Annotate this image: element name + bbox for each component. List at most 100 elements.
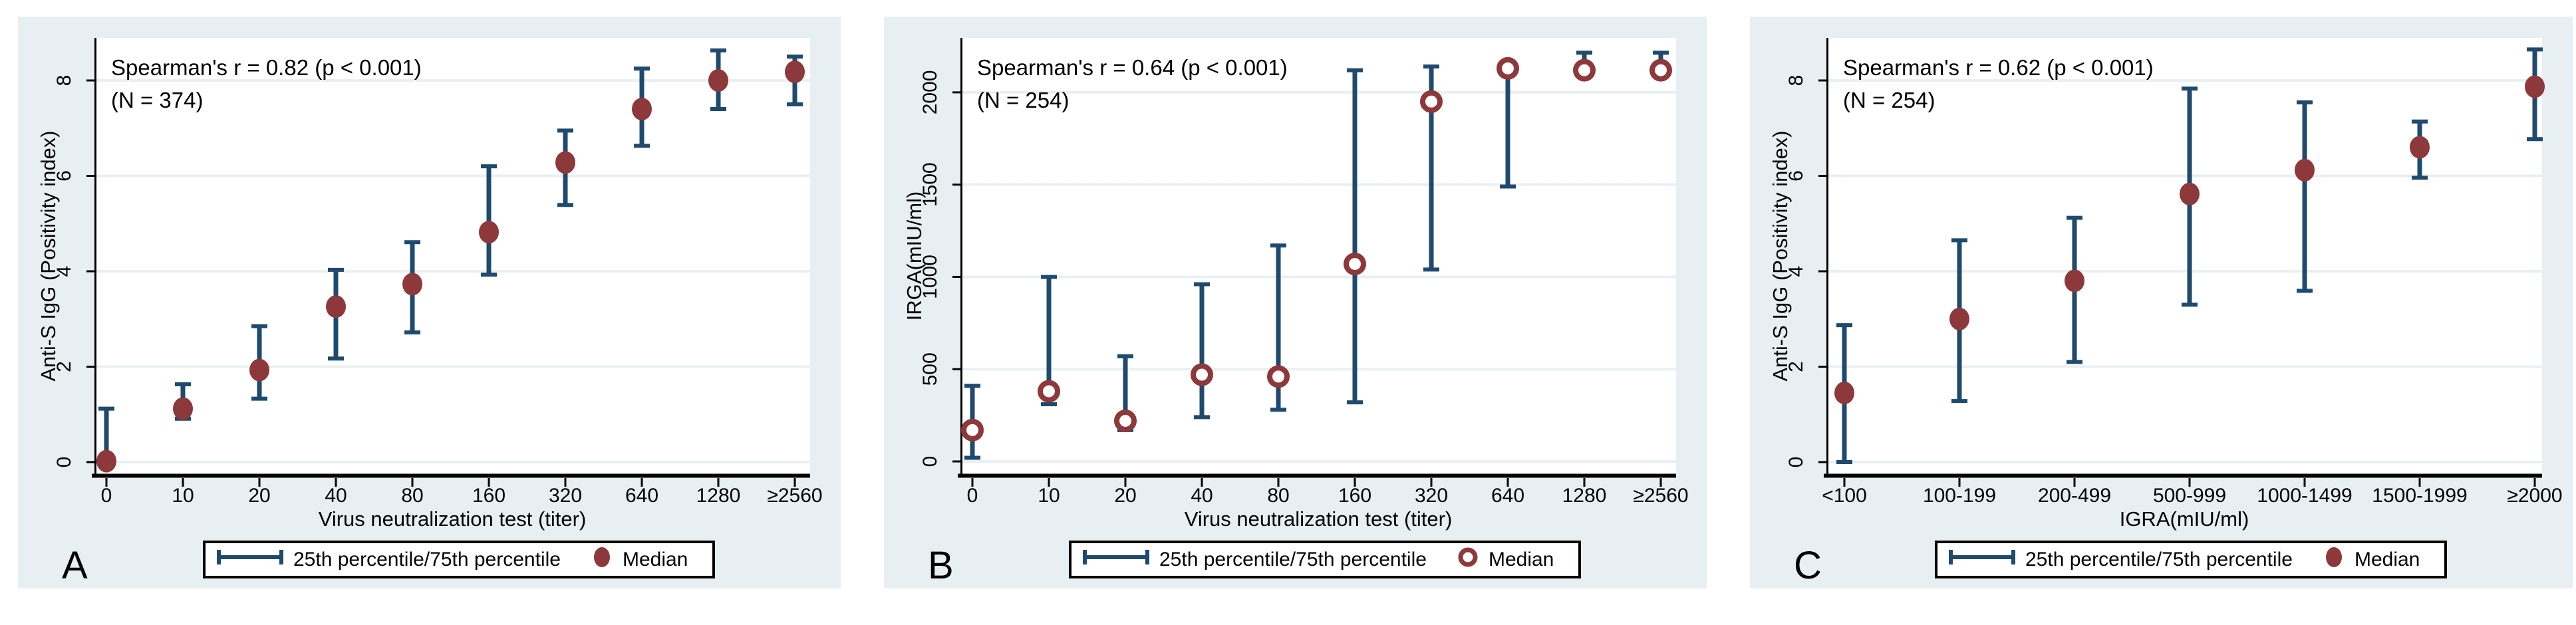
spearman-text: Spearman's r = 0.62 (p < 0.001) <box>1843 55 2154 80</box>
median-marker <box>1834 381 1854 404</box>
legend-percentile-label: 25th percentile/75th percentile <box>2025 548 2293 570</box>
x-tick-label: 20 <box>1114 485 1136 507</box>
error-bar-icon <box>1947 544 2017 576</box>
x-tick-label: 40 <box>1191 485 1213 507</box>
x-tick-label: 1280 <box>696 485 741 507</box>
median-marker <box>632 98 652 121</box>
legend-median-marker <box>1458 547 1478 566</box>
median-marker <box>479 221 499 244</box>
x-tick-label: 80 <box>401 485 423 507</box>
annotation-a: Spearman's r = 0.82 (p < 0.001) (N = 374… <box>111 51 422 116</box>
y-tick-label: 8 <box>1785 75 1807 86</box>
sample-size-text: (N = 254) <box>977 88 1070 112</box>
x-tick-label: 320 <box>1415 485 1448 507</box>
sample-size-text: (N = 254) <box>1843 88 1935 112</box>
median-marker <box>1038 380 1060 403</box>
y-axis-title: IRGA(mIU/ml) <box>903 191 926 321</box>
plot-area-b: 0 500 1000 1500 2000 0 10 20 40 80 160 320 640 1280 ≥2… <box>919 38 1689 507</box>
median-marker <box>2180 182 2200 205</box>
x-tick-label: 1280 <box>1562 485 1607 507</box>
legend-box: 25th percentile/75th percentile Median <box>1069 541 1581 578</box>
median-marker <box>1267 365 1290 388</box>
median-marker-icon <box>1455 544 1481 576</box>
filled-circle-icon <box>2325 547 2342 567</box>
x-tick-label: 320 <box>549 485 582 507</box>
median-marker <box>173 397 193 420</box>
legend-percentile-label: 25th percentile/75th percentile <box>1159 548 1427 570</box>
legend-median-label: Median <box>1488 548 1554 570</box>
median-marker <box>961 418 984 441</box>
x-tick-label: 640 <box>625 485 658 507</box>
annotation-c: Spearman's r = 0.62 (p < 0.001) (N = 254… <box>1843 51 2154 116</box>
y-tick-label: 0 <box>1785 457 1807 468</box>
filled-circle-icon <box>593 547 610 567</box>
panel-letter: A <box>62 544 88 587</box>
error-bar-icon <box>215 544 285 576</box>
legend-median-marker <box>593 547 610 567</box>
plot-area-c: 0 2 4 6 8 <100 100-199 200-499 500-999 1000-1499 1… <box>1785 38 2563 507</box>
x-axis-title: Virus neutralization test (titer) <box>318 507 587 531</box>
median-marker <box>2295 158 2315 182</box>
x-tick-label: 20 <box>248 485 270 507</box>
x-tick-label: 160 <box>472 485 505 507</box>
x-axis-title: IGRA(mIU/ml) <box>2119 507 2249 531</box>
legend-median-marker <box>2325 547 2342 567</box>
median-marker <box>708 69 728 92</box>
median-marker <box>326 295 346 318</box>
median-marker <box>785 61 805 84</box>
x-tick-label: <100 <box>1822 485 1867 507</box>
median-marker <box>249 358 269 382</box>
x-tick-label: 160 <box>1338 485 1371 507</box>
median-marker <box>402 273 422 296</box>
sample-size-text: (N = 374) <box>111 88 204 112</box>
y-tick-label: 6 <box>53 170 75 182</box>
annotation-b: Spearman's r = 0.64 (p < 0.001) (N = 254… <box>977 51 1288 116</box>
x-tick-label: 10 <box>1038 485 1060 507</box>
x-tick-label: 0 <box>101 485 112 507</box>
panel-letter: C <box>1794 544 1822 587</box>
median-marker <box>2065 269 2084 293</box>
median-marker <box>1191 363 1213 386</box>
y-tick-label: 1500 <box>919 162 941 207</box>
median-marker-icon <box>2321 544 2347 576</box>
error-bar-glyph <box>217 549 283 564</box>
x-tick-label: ≥2560 <box>1633 485 1688 507</box>
y-tick-label: 0 <box>53 457 75 468</box>
x-tick-label: 100-199 <box>1923 485 1996 507</box>
y-tick-label: 0 <box>919 456 941 467</box>
median-marker <box>2525 75 2545 98</box>
x-tick-label: 640 <box>1491 485 1524 507</box>
y-tick-label: 500 <box>919 352 941 386</box>
panel-a: 0 2 4 6 8 0 10 20 40 80 160 320 640 1280 ≥2560 Spearma… <box>18 17 841 588</box>
median-marker <box>1420 90 1443 113</box>
x-tick-label: 1500-1999 <box>2372 485 2467 507</box>
plot-background <box>960 38 1676 474</box>
panel-c: 0 2 4 6 8 <100 100-199 200-499 500-999 1000-1499 1… <box>1750 17 2573 588</box>
x-tick-label: 10 <box>172 485 194 507</box>
x-axis-title: Virus neutralization test (titer) <box>1184 507 1453 531</box>
error-bar-icon <box>1081 544 1151 576</box>
median-marker <box>2410 136 2430 159</box>
legend-median-label: Median <box>622 548 688 570</box>
open-circle-icon <box>1458 547 1478 566</box>
x-tick-label: 500-999 <box>2153 485 2226 507</box>
y-tick-label: 8 <box>53 75 75 86</box>
y-tick-label: 1000 <box>919 255 941 299</box>
x-tick-label: 40 <box>325 485 347 507</box>
y-tick-label: 6 <box>1785 170 1807 182</box>
error-bar-glyph <box>1949 549 2015 564</box>
legend-percentile-label: 25th percentile/75th percentile <box>293 548 561 570</box>
x-tick-label: 80 <box>1267 485 1289 507</box>
spearman-text: Spearman's r = 0.82 (p < 0.001) <box>111 55 422 80</box>
x-tick-label: ≥2560 <box>767 485 822 507</box>
y-tick-label: 2 <box>1785 361 1807 372</box>
y-axis-title: Anti-S IgG (Positivity index) <box>37 130 60 382</box>
panel-b: 0 500 1000 1500 2000 0 10 20 40 80 160 320 640 1280 ≥2… <box>884 17 1707 588</box>
panel-letter: B <box>928 544 954 587</box>
median-marker <box>1497 57 1519 80</box>
spearman-text: Spearman's r = 0.64 (p < 0.001) <box>977 55 1288 80</box>
legend-box: 25th percentile/75th percentile Median <box>1935 541 2447 578</box>
error-bar-glyph <box>1083 549 1149 564</box>
